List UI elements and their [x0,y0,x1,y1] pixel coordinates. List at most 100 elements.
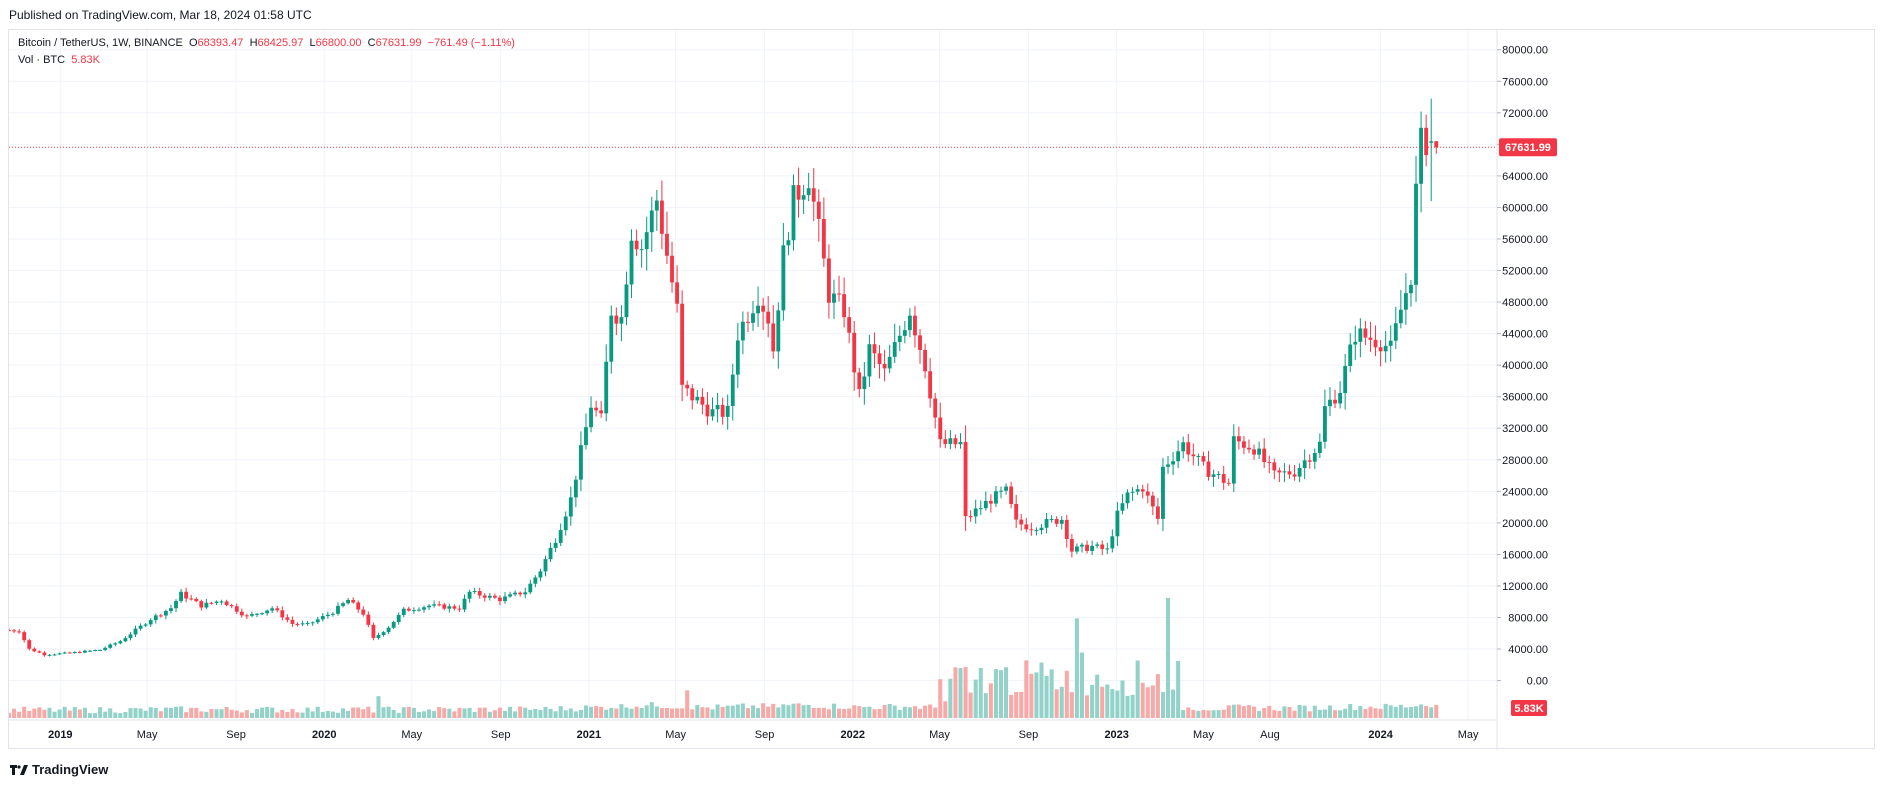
candle-body[interactable] [503,596,507,602]
candle-body[interactable] [1191,454,1196,457]
candle-body[interactable] [1044,519,1049,528]
candle-body[interactable] [1166,464,1170,467]
candle-body[interactable] [103,647,108,650]
candle-body[interactable] [680,303,685,385]
candle-body[interactable] [406,608,411,611]
candle-body[interactable] [229,605,234,607]
candle-body[interactable] [725,405,730,417]
candle-body[interactable] [670,255,674,283]
candle-body[interactable] [1080,544,1084,547]
candle-body[interactable] [715,404,720,410]
candle-body[interactable] [442,604,447,609]
candle-body[interactable] [751,313,755,323]
candle-body[interactable] [1398,309,1403,324]
candle-body[interactable] [376,635,381,638]
candle-body[interactable] [918,335,922,350]
candle-body[interactable] [609,315,614,362]
candle-body[interactable] [52,654,57,656]
candle-body[interactable] [270,608,275,611]
candle-body[interactable] [93,650,97,652]
candle-body[interactable] [1019,519,1024,525]
candle-body[interactable] [1267,462,1272,464]
candle-body[interactable] [923,349,928,372]
candle-body[interactable] [179,591,184,602]
candle-body[interactable] [1247,447,1251,450]
candle-body[interactable] [988,500,993,504]
candle-body[interactable] [902,330,907,336]
candle-body[interactable] [538,571,543,578]
candle-body[interactable] [1009,486,1014,504]
candle-body[interactable] [1140,489,1145,492]
candle-body[interactable] [1322,406,1327,442]
candle-body[interactable] [280,610,285,618]
candle-body[interactable] [791,185,796,241]
candle-body[interactable] [1312,452,1317,462]
candle-body[interactable] [578,445,583,480]
candle-body[interactable] [675,282,680,304]
candle-body[interactable] [1348,344,1353,367]
candle-body[interactable] [1388,340,1393,346]
candle-body[interactable] [1201,456,1206,462]
candle-body[interactable] [518,592,523,595]
candle-body[interactable] [978,508,983,510]
candle-body[interactable] [209,602,214,604]
candle-body[interactable] [887,356,892,369]
candle-body[interactable] [300,623,305,625]
candle-body[interactable] [973,508,978,517]
candle-body[interactable] [487,595,492,598]
candle-body[interactable] [1059,519,1064,524]
candle-body[interactable] [138,625,143,629]
candle-body[interactable] [250,614,254,616]
candle-body[interactable] [1211,474,1216,477]
candle-body[interactable] [1221,473,1226,483]
candle-body[interactable] [958,442,963,445]
candle-body[interactable] [498,597,502,602]
candle-body[interactable] [756,305,760,314]
candle-body[interactable] [1171,461,1176,465]
candle-body[interactable] [204,602,209,608]
candle-body[interactable] [513,592,518,595]
candle-body[interactable] [659,200,664,234]
candle-body[interactable] [1333,399,1337,404]
candle-body[interactable] [943,439,948,444]
candle-body[interactable] [361,609,366,615]
candle-body[interactable] [740,321,745,341]
candle-body[interactable] [346,600,351,604]
candle-body[interactable] [685,384,690,389]
candle-body[interactable] [1085,544,1089,551]
candle-body[interactable] [568,497,573,517]
candle-body[interactable] [1120,503,1125,511]
candle-body[interactable] [1034,530,1039,532]
candle-body[interactable] [649,210,654,233]
candle-body[interactable] [832,293,836,303]
candle-body[interactable] [1282,471,1287,473]
candle-body[interactable] [37,651,42,653]
candle-body[interactable] [295,623,300,625]
candle-body[interactable] [801,195,806,200]
candle-body[interactable] [255,613,259,615]
candle-body[interactable] [994,491,998,504]
candle-body[interactable] [1252,449,1256,455]
candle-body[interactable] [174,601,178,609]
candle-body[interactable] [1257,448,1262,455]
candle-body[interactable] [1231,436,1236,484]
candle-body[interactable] [158,615,163,617]
candle-body[interactable] [584,427,588,446]
candle-body[interactable] [847,317,852,333]
candle-body[interactable] [913,315,917,336]
candle-body[interactable] [1125,492,1130,504]
candle-body[interactable] [654,200,659,211]
candle-body[interactable] [305,622,310,624]
candle-body[interactable] [32,648,37,652]
candle-body[interactable] [938,417,943,440]
candle-body[interactable] [720,404,725,417]
candle-body[interactable] [1069,539,1074,552]
tradingview-logo[interactable]: TradingView [10,762,108,777]
candle-body[interactable] [862,376,867,390]
candle-body[interactable] [705,404,710,417]
candle-body[interactable] [17,631,22,633]
candle-body[interactable] [184,591,189,599]
candle-body[interactable] [1368,337,1373,340]
candle-body[interactable] [1054,519,1059,524]
candle-body[interactable] [594,407,599,411]
